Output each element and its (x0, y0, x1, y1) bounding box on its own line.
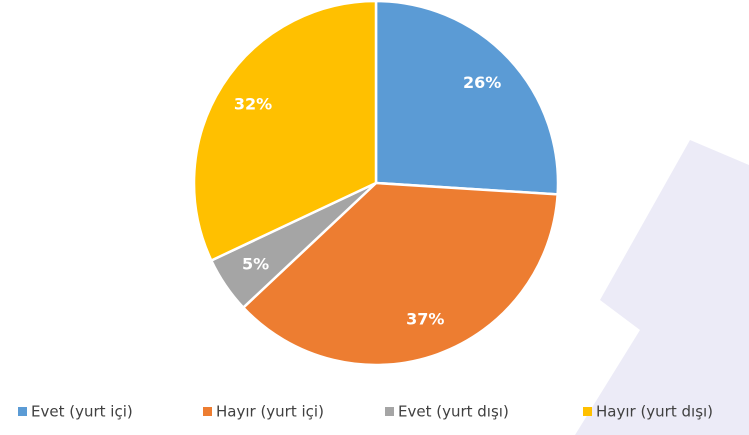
legend-swatch (385, 407, 394, 416)
legend-swatch (18, 407, 27, 416)
legend-label: Hayır (yurt içi) (216, 403, 324, 421)
legend-label: Evet (yurt dışı) (398, 403, 509, 421)
pie-slice (374, 0, 560, 196)
pie-slice (192, 0, 378, 263)
legend-label: Evet (yurt içi) (31, 403, 133, 421)
legend-label: Hayır (yurt dışı) (596, 403, 713, 421)
data-label: 37% (406, 309, 444, 328)
pie-slice (241, 181, 559, 367)
data-label: 5% (242, 254, 269, 273)
legend-swatch (203, 407, 212, 416)
legend-swatch (583, 407, 592, 416)
data-label: 32% (234, 94, 272, 113)
watermark (575, 140, 749, 435)
data-label: 26% (463, 73, 501, 92)
